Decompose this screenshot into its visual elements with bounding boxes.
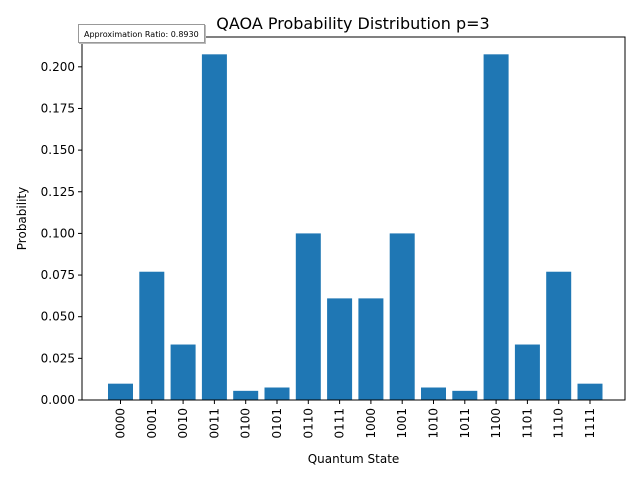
y-tick-label: 0.175 (41, 101, 75, 115)
bar-1001 (389, 233, 415, 400)
x-tick-label: 1001 (395, 408, 409, 439)
x-tick-label: 0100 (239, 408, 253, 439)
y-tick-label: 0.125 (41, 185, 75, 199)
bar-0000 (108, 383, 133, 400)
bar-1010 (421, 387, 446, 400)
y-tick-label: 0.000 (41, 393, 75, 407)
x-axis-ticks: 0000 0001 0010 0011 0100 0101 0110 0111 1000 1001… (114, 400, 597, 439)
x-tick-label: 0010 (176, 408, 190, 439)
bar-1101 (514, 344, 540, 400)
bar-0111 (327, 298, 353, 400)
approximation-ratio-annotation: Approximation Ratio: 0.8930 (78, 24, 205, 43)
bar-0001 (139, 271, 165, 400)
x-tick-label: 1110 (552, 408, 566, 439)
bar-1111 (577, 383, 603, 400)
bar-1011 (452, 390, 478, 400)
x-tick-label: 0110 (301, 408, 315, 439)
x-tick-label: 1111 (583, 408, 597, 439)
y-tick-label: 0.150 (41, 143, 75, 157)
x-tick-label: 1000 (364, 408, 378, 439)
y-tick-label: 0.050 (41, 310, 75, 324)
bar-1100 (483, 54, 509, 400)
x-axis-label: Quantum State (308, 452, 400, 466)
y-axis-ticks: 0.000 0.025 0.050 0.075 0.100 0.125 0.150 0.175… (41, 60, 82, 407)
x-tick-label: 0001 (145, 408, 159, 439)
bar-0100 (233, 390, 259, 400)
y-tick-label: 0.100 (41, 226, 75, 240)
bar-0110 (295, 233, 321, 400)
x-tick-label: 1011 (458, 408, 472, 439)
x-tick-label: 0011 (207, 408, 221, 439)
y-tick-label: 0.025 (41, 351, 75, 365)
bar-1000 (358, 298, 384, 400)
plot-frame (81, 36, 626, 401)
x-tick-label: 1100 (489, 408, 503, 439)
bar-0011 (201, 54, 227, 400)
x-tick-label: 1101 (520, 408, 534, 439)
bars-group (108, 54, 603, 400)
y-tick-label: 0.200 (41, 60, 75, 74)
x-tick-label: 1010 (427, 408, 441, 439)
bar-1110 (546, 271, 572, 400)
x-tick-label: 0111 (333, 408, 347, 439)
x-tick-label: 0101 (270, 408, 284, 439)
y-tick-label: 0.075 (41, 268, 75, 282)
x-tick-label: 0000 (114, 408, 128, 439)
chart-title: QAOA Probability Distribution p=3 (216, 14, 489, 33)
bar-0010 (170, 344, 196, 400)
bar-0101 (264, 387, 290, 400)
y-axis-label: Probability (15, 187, 29, 250)
